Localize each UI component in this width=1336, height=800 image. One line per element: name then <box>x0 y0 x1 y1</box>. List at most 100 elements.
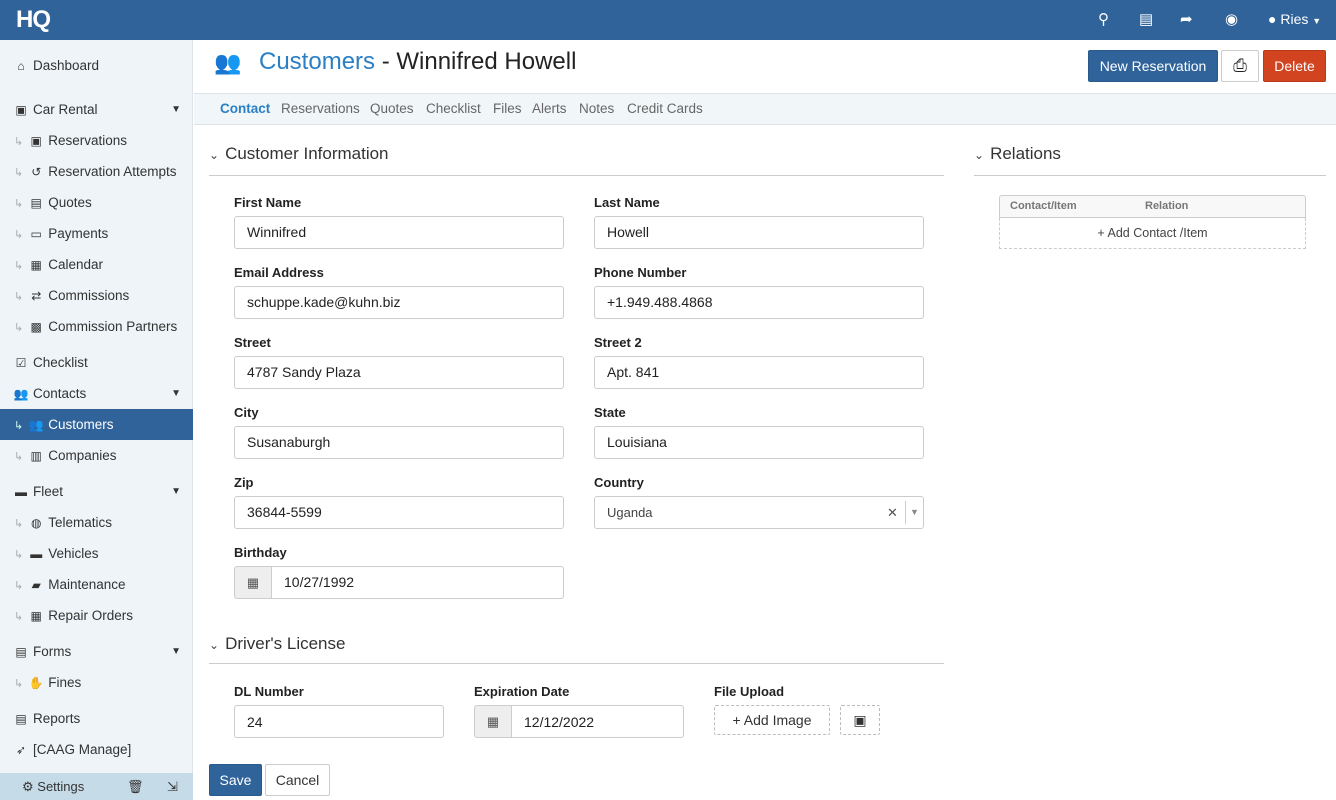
sidebar-item-commissions[interactable]: ↳ ⇄ Commissions <box>0 280 193 311</box>
dl-number-input[interactable] <box>234 705 444 738</box>
sidebar-item-car-rental[interactable]: ▣ Car Rental ▼ <box>0 94 193 125</box>
print-button[interactable]: ⎙ <box>1221 50 1259 82</box>
delete-button[interactable]: Delete <box>1263 50 1326 82</box>
camera-button[interactable]: ▣ <box>840 705 880 735</box>
sidebar-item-label: Fines <box>48 675 82 690</box>
tab-contact[interactable]: Contact <box>220 101 271 116</box>
street-input[interactable]: 4787 Sandy Plaza <box>234 356 564 389</box>
caret-down-icon[interactable]: ▼ <box>171 486 181 497</box>
calendar-icon[interactable]: ▦ <box>474 705 512 738</box>
sidebar-item-label: [CAAG Manage] <box>33 742 132 757</box>
calendar-icon[interactable]: ▦ <box>234 566 272 599</box>
cancel-button[interactable]: Cancel <box>265 764 330 796</box>
drivers-license-section-header[interactable]: ⌄ Driver's License <box>209 634 345 654</box>
sidebar-item-reservation-attempts[interactable]: ↳ ↺ Reservation Attempts <box>0 156 193 187</box>
caret-down-icon[interactable]: ▼ <box>171 104 181 115</box>
first-name-input[interactable]: Winnifred <box>234 216 564 249</box>
sidebar-item-contacts[interactable]: 👥 Contacts ▼ <box>0 378 193 409</box>
sidebar-item-customers[interactable]: ↳ 👥 Customers <box>0 409 193 440</box>
sidebar-item-caag-manage[interactable]: ➶ [CAAG Manage] <box>0 734 193 765</box>
customer-info-section-header[interactable]: ⌄ Customer Information <box>209 144 389 164</box>
birthday-label: Birthday <box>234 545 287 560</box>
settings-button[interactable]: ⚙ Settings <box>22 773 84 800</box>
tab-notes[interactable]: Notes <box>579 101 615 116</box>
separator: - <box>375 48 397 75</box>
add-image-button[interactable]: + Add Image <box>714 705 830 735</box>
tab-reservations[interactable]: Reservations <box>281 101 360 116</box>
sidebar-item-label: Vehicles <box>48 546 99 561</box>
relations-section-header[interactable]: ⌄ Relations <box>974 144 1061 164</box>
chevron-down-icon: ⌄ <box>209 148 220 162</box>
add-contact-item-button[interactable]: + Add Contact /Item <box>999 218 1306 249</box>
sidebar-item-dashboard[interactable]: ⌂ Dashboard <box>0 50 193 81</box>
sidebar-item-companies[interactable]: ↳ ▥ Companies <box>0 440 193 471</box>
section-title: Customer Information <box>225 144 389 163</box>
compress-icon[interactable]: ⇲ <box>167 779 178 794</box>
breadcrumb-customers[interactable]: Customers <box>259 48 376 75</box>
tab-alerts[interactable]: Alerts <box>532 101 567 116</box>
tab-checklist[interactable]: Checklist <box>426 101 481 116</box>
country-select[interactable]: Uganda ✕ ▼ <box>594 496 924 529</box>
users-icon: 👥 <box>28 418 44 432</box>
divider <box>209 175 944 176</box>
last-name-input[interactable]: Howell <box>594 216 924 249</box>
tab-files[interactable]: Files <box>493 101 522 116</box>
rocket-icon[interactable]: ➦ <box>1180 11 1193 28</box>
new-reservation-button[interactable]: New Reservation <box>1088 50 1218 82</box>
top-bar: HQ ⚲ ▤ ➦ ◉ ● Ries ▼ <box>0 0 1336 40</box>
caret-down-icon[interactable]: ▼ <box>910 507 919 517</box>
sidebar-item-quotes[interactable]: ↳ ▤ Quotes <box>0 187 193 218</box>
city-input[interactable]: Susanaburgh <box>234 426 564 459</box>
save-button[interactable]: Save <box>209 764 262 796</box>
sidebar-item-repair-orders[interactable]: ↳ ▦ Repair Orders <box>0 600 193 631</box>
sidebar-item-vehicles[interactable]: ↳ ▬ Vehicles <box>0 538 193 569</box>
sidebar-footer: ⚙ Settings 🗑 ⇲ <box>0 773 193 800</box>
street-2-input[interactable]: Apt. 841 <box>594 356 924 389</box>
user-menu[interactable]: ● Ries ▼ <box>1268 11 1321 27</box>
sidebar-item-fines[interactable]: ↳ ✋ Fines <box>0 667 193 698</box>
expiration-date-input[interactable] <box>511 705 684 738</box>
file-icon: ▤ <box>15 645 27 659</box>
column-header: Relation <box>1145 200 1189 212</box>
email-address-input[interactable]: schuppe.kade@kuhn.biz <box>234 286 564 319</box>
sidebar-item-telematics[interactable]: ↳ ◍ Telematics <box>0 507 193 538</box>
sub-arrow-icon: ↳ <box>14 451 24 463</box>
sidebar-item-payments[interactable]: ↳ ▭ Payments <box>0 218 193 249</box>
building-icon: ▥ <box>30 449 42 463</box>
state-label: State <box>594 405 626 420</box>
tab-credit-cards[interactable]: Credit Cards <box>627 101 703 116</box>
caret-down-icon[interactable]: ▼ <box>171 646 181 657</box>
zip-input[interactable]: 36844-5599 <box>234 496 564 529</box>
sidebar-item-forms[interactable]: ▤ Forms ▼ <box>0 636 193 667</box>
sidebar-item-checklist[interactable]: ☑ Checklist <box>0 347 193 378</box>
birthday-input[interactable]: 10/27/1992 <box>271 566 564 599</box>
state-input[interactable]: Louisiana <box>594 426 924 459</box>
sidebar-item-label: Payments <box>48 226 109 241</box>
file-upload-label: File Upload <box>714 684 785 699</box>
caret-down-icon[interactable]: ▼ <box>171 388 181 399</box>
gift-icon[interactable]: ▤ <box>1139 11 1154 28</box>
question-icon[interactable]: ◉ <box>1225 11 1239 28</box>
sidebar-item-reservations[interactable]: ↳ ▣ Reservations <box>0 125 193 156</box>
phone-number-input[interactable]: +1.949.488.4868 <box>594 286 924 319</box>
sidebar-item-fleet[interactable]: ▬ Fleet ▼ <box>0 476 193 507</box>
trash-icon[interactable]: 🗑 <box>127 779 144 794</box>
sidebar-item-reports[interactable]: ▤ Reports <box>0 703 193 734</box>
logo[interactable]: HQ <box>16 6 51 33</box>
sub-arrow-icon: ↳ <box>14 611 24 623</box>
search-icon[interactable]: ⚲ <box>1098 11 1109 28</box>
expiration-date-label: Expiration Date <box>474 684 570 699</box>
hospital-icon: ▦ <box>30 609 42 623</box>
sub-arrow-icon: ↳ <box>14 260 24 272</box>
sidebar-item-maintenance[interactable]: ↳ ▰ Maintenance <box>0 569 193 600</box>
sidebar-item-commission-partners[interactable]: ↳ ▩ Commission Partners <box>0 311 193 342</box>
sidebar-item-label: Reservation Attempts <box>48 164 177 179</box>
money-icon: ▭ <box>30 227 42 241</box>
divider <box>209 663 944 664</box>
sidebar-item-label: Reports <box>33 711 81 726</box>
sub-arrow-icon: ↳ <box>14 678 24 690</box>
tab-quotes[interactable]: Quotes <box>370 101 414 116</box>
sidebar-item-calendar[interactable]: ↳ ▦ Calendar <box>0 249 193 280</box>
section-title: Driver's License <box>225 634 346 653</box>
clear-icon[interactable]: ✕ <box>887 505 898 520</box>
